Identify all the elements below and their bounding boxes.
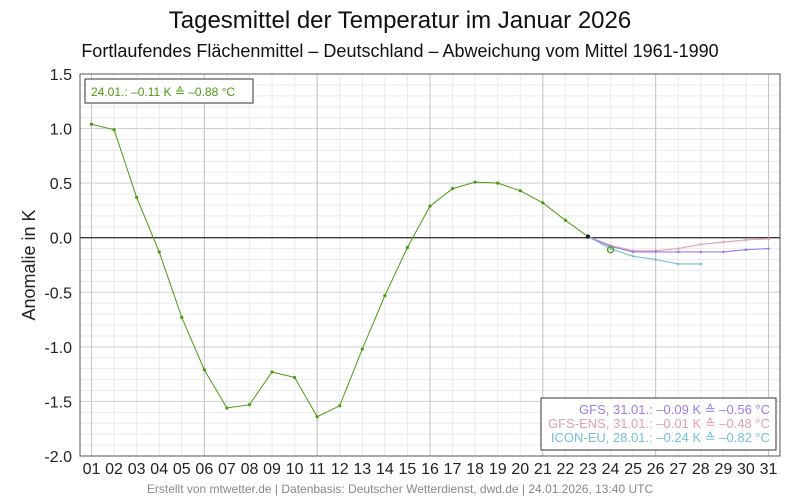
series-layer [89,122,770,419]
x-tick-label: 07 [218,461,236,478]
x-tick-label: 02 [105,461,123,478]
data-point-obs [89,122,94,126]
x-tick-label: 16 [421,461,439,478]
data-point-obs [473,180,477,184]
data-point-obs [428,204,432,208]
y-tick-label: 0.0 [50,231,72,248]
data-point-icon-eu [699,262,703,266]
x-tick-label: 23 [579,461,597,478]
x-tick-label: 18 [466,461,484,478]
data-point-icon-eu [609,247,612,250]
x-tick-label: 10 [286,461,304,478]
x-tick-label: 06 [195,461,213,478]
data-point-icon-eu [654,258,657,261]
x-tick-label: 09 [263,461,281,478]
x-tick-label: 15 [399,461,417,478]
y-axis-label: Anomalie in K [19,209,39,320]
x-tick-label: 05 [173,461,191,478]
data-point-obs [315,415,319,419]
data-point-obs [225,406,229,410]
chart-subtitle: Fortlaufendes Flächenmittel – Deutschlan… [81,41,718,61]
data-point-icon-eu [631,254,635,258]
y-tick-label: 1.5 [50,67,72,84]
x-tick-label: 01 [83,461,101,478]
y-tick-label: -1.0 [44,340,72,357]
data-point-obs [541,201,545,205]
y-tick-label: 0.5 [50,176,72,193]
data-point-obs [135,195,139,199]
x-tick-label: 27 [669,461,687,478]
data-point-gfs [744,248,748,252]
data-point-gfs-ens [767,237,770,241]
data-point-gfs [767,247,770,250]
x-tick-label: 12 [331,461,349,478]
x-tick-label: 30 [737,461,755,478]
annotation-text: 24.01.: –0.11 K ≙ –0.88 °C [91,85,235,99]
annotation-box: 24.01.: –0.11 K ≙ –0.88 °C [84,78,254,104]
data-point-gfs [654,250,657,254]
x-tick-label: 22 [557,461,575,478]
x-tick-label: 19 [489,461,507,478]
data-point-obs [338,404,342,408]
data-point-obs [496,181,500,185]
y-tick-label: -2.0 [44,449,72,466]
x-tick-label: 14 [376,461,394,478]
data-point-obs [563,218,568,222]
series-line-icon-eu [587,236,701,265]
data-point-gfs-ens [699,242,703,246]
y-tick-label: 1.0 [50,122,72,139]
y-axis-ticks: 1.5 1.0 0.5 0.0 -0.5 -1.0 -1.5 -2.0 [44,67,72,466]
x-tick-label: 25 [624,461,642,478]
data-point-obs [405,245,410,250]
x-tick-label: 08 [241,461,259,478]
data-point-icon-eu [676,262,680,266]
x-tick-label: 21 [534,461,552,478]
data-point-gfs [699,250,703,254]
footer-credit: Erstellt von mtwetter.de | Datenbasis: D… [147,482,654,496]
current-value-marker [606,246,615,254]
data-point-obs [247,403,252,407]
x-tick-label: 03 [128,461,146,478]
plot-frame [79,73,781,457]
x-tick-label: 29 [714,461,732,478]
data-point-obs [180,315,184,319]
data-point-gfs-ens [744,238,748,242]
x-tick-label: 26 [647,461,665,478]
data-point-obs [293,375,297,380]
data-point-gfs [722,250,725,254]
x-tick-label: 17 [444,461,462,478]
data-point-gfs-ens [676,247,680,250]
legend-frame [540,397,777,451]
x-tick-label: 04 [150,461,168,478]
legend-entry-icon-eu: ICON-EU, 28.01.: –0.24 K ≙ –0.82 °C [551,430,770,445]
data-point-obs [518,189,522,193]
x-tick-label: 31 [760,461,778,478]
data-point-obs [270,370,274,374]
x-tick-label: 24 [602,461,620,478]
data-point-obs [360,347,364,351]
x-tick-label: 13 [353,461,371,478]
x-tick-label: 28 [692,461,710,478]
data-point-obs [157,250,161,254]
data-point-latest [585,234,591,239]
y-tick-label: -1.5 [44,394,72,411]
legend-entry-gfs-ens: GFS-ENS, 31.01.: –0.01 K ≙ –0.48 °C [548,416,770,431]
data-point-gfs-ens [722,240,725,244]
annotation-frame [84,78,254,104]
x-tick-label: 11 [309,461,326,478]
y-tick-label: -0.5 [44,285,72,302]
data-point-obs [450,187,455,191]
legend-entry-gfs: GFS, 31.01.: –0.09 K ≙ –0.56 °C [579,402,770,417]
data-point-gfs [676,250,680,254]
legend-box: GFS, 31.01.: –0.09 K ≙ –0.56 °C GFS-ENS,… [540,397,777,451]
data-point-obs [383,293,387,298]
x-axis-ticks: 01 02 03 04 05 06 07 08 09 10 11 12 13 14 15 16 17 18 19 20… [83,461,778,478]
data-point-obs [112,128,116,132]
data-point-gfs [631,250,635,254]
chart-title: Tagesmittel der Temperatur im Januar 202… [169,7,631,34]
x-tick-label: 20 [511,461,529,478]
data-point-obs [202,368,206,372]
